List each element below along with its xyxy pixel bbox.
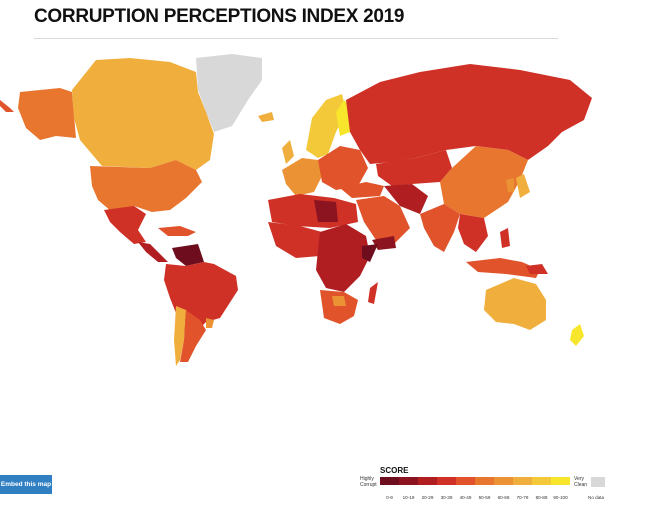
region-canada[interactable] — [72, 58, 214, 170]
legend-swatch — [551, 477, 570, 485]
region-eastern-europe[interactable] — [318, 146, 368, 190]
region-botswana[interactable] — [332, 296, 346, 306]
legend-swatch — [399, 477, 419, 485]
region-southern-africa[interactable] — [320, 290, 358, 324]
legend-swatch — [513, 477, 533, 485]
legend-tick-label: 20-29 — [421, 495, 434, 500]
legend-high-label: Very Clean — [574, 476, 588, 488]
legend-tick-label: 30-39 — [440, 495, 453, 500]
region-new-zealand[interactable] — [570, 324, 584, 346]
region-uruguay[interactable] — [206, 318, 214, 328]
page-title: CORRUPTION PERCEPTIONS INDEX 2019 — [34, 6, 405, 27]
region-southeast-asia[interactable] — [458, 214, 488, 252]
legend-tick-label: 10-19 — [402, 495, 415, 500]
region-western-europe[interactable] — [282, 158, 322, 196]
region-indonesia[interactable] — [466, 258, 540, 278]
region-iceland[interactable] — [258, 112, 274, 122]
legend-swatch — [532, 477, 552, 485]
region-russia[interactable] — [346, 64, 592, 164]
region-china[interactable] — [440, 146, 528, 218]
region-caribbean[interactable] — [158, 226, 196, 236]
legend-no-data-swatch — [591, 477, 605, 487]
region-korea[interactable] — [506, 178, 514, 192]
legend-tick-label: 60-69 — [497, 495, 510, 500]
region-usa[interactable] — [90, 160, 202, 212]
legend-tick-label: 80-89 — [535, 495, 548, 500]
legend-tick-label: 50-59 — [478, 495, 491, 500]
legend-tick-label: 40-49 — [459, 495, 472, 500]
legend-tick-labels: 0-9 10-19 20-29 30-39 40-49 50-59 60-69 70-79 80… — [380, 495, 570, 503]
embed-map-button[interactable]: Embed this map — [0, 475, 52, 494]
legend-swatch — [418, 477, 438, 485]
region-scandinavia[interactable] — [306, 94, 346, 158]
region-japan[interactable] — [516, 174, 530, 198]
legend-swatch — [456, 477, 476, 485]
legend-tick-label: 70-79 — [516, 495, 529, 500]
region-chile[interactable] — [174, 306, 186, 366]
legend-swatch — [494, 477, 514, 485]
region-uk[interactable] — [282, 140, 294, 164]
legend-title: SCORE — [380, 466, 409, 475]
title-divider — [34, 38, 558, 39]
region-pacific-island[interactable] — [0, 100, 14, 112]
legend-low-label: Highly Corrupt — [360, 476, 377, 488]
legend-color-scale — [380, 477, 570, 485]
region-north-africa[interactable] — [268, 194, 358, 228]
region-libya[interactable] — [314, 200, 338, 222]
region-greenland[interactable] — [196, 54, 262, 132]
legend-no-data-label: No data — [588, 495, 605, 500]
region-west-africa[interactable] — [268, 222, 322, 258]
region-venezuela[interactable] — [172, 244, 204, 266]
region-new-guinea[interactable] — [526, 264, 548, 274]
world-map[interactable] — [0, 50, 650, 380]
region-yemen[interactable] — [372, 236, 396, 250]
region-philippines[interactable] — [500, 228, 510, 248]
region-iran-afghanistan[interactable] — [384, 184, 428, 214]
legend-tick-label: 90-100 — [553, 495, 568, 500]
region-central-africa[interactable] — [316, 224, 370, 292]
region-central-america[interactable] — [138, 242, 168, 262]
region-central-asia[interactable] — [376, 150, 452, 186]
region-somalia[interactable] — [362, 244, 378, 262]
region-alaska[interactable] — [18, 88, 76, 140]
legend-swatch — [437, 477, 457, 485]
region-middle-east[interactable] — [356, 196, 410, 244]
region-turkey[interactable] — [340, 182, 384, 198]
region-madagascar[interactable] — [368, 282, 378, 304]
region-argentina[interactable] — [180, 310, 206, 362]
region-mexico[interactable] — [104, 206, 146, 244]
legend-swatch — [475, 477, 495, 485]
region-india[interactable] — [420, 204, 460, 252]
legend-tick-label: 0-9 — [386, 495, 393, 500]
region-australia[interactable] — [484, 278, 546, 330]
legend-swatch — [380, 477, 400, 485]
